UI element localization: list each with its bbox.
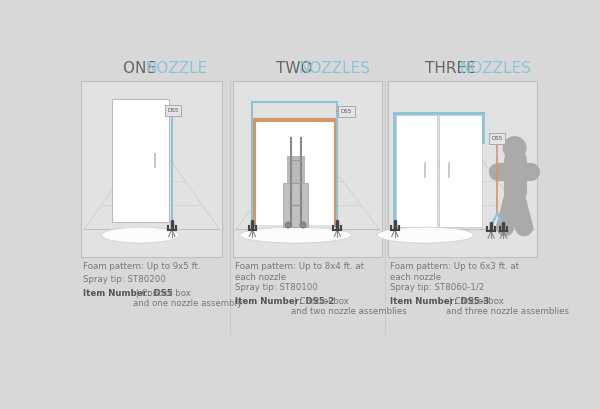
Text: ONE: ONE xyxy=(123,61,161,76)
Text: TWO: TWO xyxy=(275,61,317,76)
Text: Item Number: DS5: Item Number: DS5 xyxy=(83,289,173,298)
Text: | Control box
and two nozzle assemblies: | Control box and two nozzle assemblies xyxy=(291,297,407,317)
Bar xyxy=(233,81,382,257)
Bar xyxy=(388,81,537,257)
Text: TWO NOZZLES: TWO NOZZLES xyxy=(0,408,1,409)
Bar xyxy=(287,156,304,182)
Bar xyxy=(395,115,437,227)
Text: Item Number: DS5-2: Item Number: DS5-2 xyxy=(235,297,334,306)
Circle shape xyxy=(503,136,527,160)
Bar xyxy=(81,81,222,257)
Text: Spray tip: ST80200: Spray tip: ST80200 xyxy=(83,275,166,284)
Text: THREE NOZZLES: THREE NOZZLES xyxy=(0,408,1,409)
Bar xyxy=(283,182,308,227)
Text: DS5: DS5 xyxy=(167,108,179,112)
Text: Foam pattern: Up to 8x4 ft. at
each nozzle: Foam pattern: Up to 8x4 ft. at each nozz… xyxy=(235,262,364,282)
Text: DS5: DS5 xyxy=(341,109,352,114)
FancyBboxPatch shape xyxy=(338,106,355,117)
Text: NOZZLE: NOZZLE xyxy=(146,61,208,76)
Text: THREE: THREE xyxy=(425,61,481,76)
Text: ONE NOZZLE: ONE NOZZLE xyxy=(0,408,1,409)
Ellipse shape xyxy=(377,227,473,243)
FancyBboxPatch shape xyxy=(489,133,505,144)
Text: NOZZLES: NOZZLES xyxy=(460,61,532,76)
Text: Foam pattern: Up to 6x3 ft. at
each nozzle: Foam pattern: Up to 6x3 ft. at each nozz… xyxy=(389,262,518,282)
Text: Item Number: DS5-3: Item Number: DS5-3 xyxy=(389,297,489,306)
Text: | Control box
and three nozzle assemblies: | Control box and three nozzle assemblie… xyxy=(446,297,569,317)
Text: Spray tip: ST80100: Spray tip: ST80100 xyxy=(235,283,317,292)
Ellipse shape xyxy=(101,227,179,243)
Circle shape xyxy=(285,222,291,228)
Bar xyxy=(439,115,482,227)
Text: NOZZLES: NOZZLES xyxy=(299,61,371,76)
Text: | Control box
and one nozzle assembly: | Control box and one nozzle assembly xyxy=(133,289,242,308)
Text: DS5: DS5 xyxy=(491,136,503,141)
Text: Foam pattern: Up to 9x5 ft.: Foam pattern: Up to 9x5 ft. xyxy=(83,262,200,271)
Text: Spray tip: ST8060-1/2: Spray tip: ST8060-1/2 xyxy=(389,283,484,292)
Bar xyxy=(112,99,169,222)
Ellipse shape xyxy=(240,227,352,243)
Circle shape xyxy=(300,222,306,228)
Bar xyxy=(256,121,334,225)
FancyBboxPatch shape xyxy=(165,105,181,115)
